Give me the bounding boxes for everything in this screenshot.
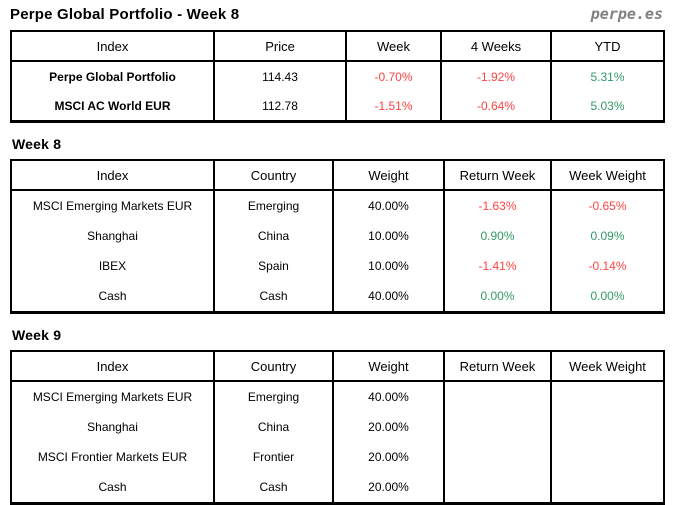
cell-return-week <box>444 442 552 472</box>
cell-country: Spain <box>214 251 334 281</box>
cell-week-weight <box>551 472 664 504</box>
cell-week-weight <box>551 381 664 412</box>
cell-week: -1.51% <box>346 91 442 122</box>
column-header-return-week: Return Week <box>444 160 552 191</box>
column-header-ytd: YTD <box>551 31 664 62</box>
week8-heading: Week 8 <box>12 136 62 152</box>
table-row: Shanghai China 20.00% <box>11 412 664 442</box>
column-header-country: Country <box>214 160 334 191</box>
table-row: MSCI Emerging Markets EUR Emerging 40.00… <box>11 381 664 412</box>
cell-price: 112.78 <box>214 91 347 122</box>
cell-week-weight: 0.00% <box>590 289 625 303</box>
column-header-week-weight: Week Weight <box>551 160 664 191</box>
cell-weight: 10.00% <box>333 221 445 251</box>
cell-week-weight <box>551 442 664 472</box>
table-row: MSCI Emerging Markets EUR Emerging 40.00… <box>11 190 664 221</box>
table-row: MSCI Frontier Markets EUR Frontier 20.00… <box>11 442 664 472</box>
week9-table: Index Country Weight Return Week Week We… <box>10 350 665 505</box>
table-row: Cash Cash 40.00% 0.00% 0.00% <box>11 281 664 313</box>
cell-country: Cash <box>214 281 334 313</box>
cell-price: 114.43 <box>214 61 347 91</box>
column-header-index: Index <box>11 31 215 62</box>
cell-weight: 10.00% <box>333 251 445 281</box>
cell-index: Shanghai <box>11 221 215 251</box>
cell-weight: 40.00% <box>333 190 445 221</box>
cell-index: MSCI Frontier Markets EUR <box>11 442 215 472</box>
week9-header-row: Index Country Weight Return Week Week We… <box>11 351 664 382</box>
cell-week-weight: -0.14% <box>588 259 627 273</box>
cell-weight: 20.00% <box>333 412 445 442</box>
week8-table: Index Country Weight Return Week Week We… <box>10 159 665 314</box>
cell-return-week <box>444 472 552 504</box>
cell-4weeks: -1.92% <box>441 61 552 91</box>
cell-index: Perpe Global Portfolio <box>11 61 215 91</box>
column-header-index: Index <box>11 160 215 191</box>
cell-return-week: 0.00% <box>444 281 552 313</box>
table-row: MSCI AC World EUR 112.78 -1.51% -0.64% 5… <box>11 91 664 122</box>
column-header-weight: Weight <box>333 351 445 382</box>
summary-header-row: Index Price Week 4 Weeks YTD <box>11 31 664 62</box>
cell-ytd: 5.03% <box>590 98 625 113</box>
cell-weight: 40.00% <box>333 381 445 412</box>
cell-return-week <box>444 412 552 442</box>
cell-return-week: 0.90% <box>444 221 552 251</box>
cell-index: Cash <box>11 281 215 313</box>
week8-header-row: Index Country Weight Return Week Week We… <box>11 160 664 191</box>
cell-country: Cash <box>214 472 334 504</box>
cell-week-weight: -0.65% <box>588 199 627 213</box>
page-title: Perpe Global Portfolio - Week 8 <box>10 6 240 23</box>
cell-index: Shanghai <box>11 412 215 442</box>
column-header-week: Week <box>346 31 442 62</box>
cell-week: -0.70% <box>346 61 442 91</box>
table-row: Cash Cash 20.00% <box>11 472 664 504</box>
column-header-price: Price <box>214 31 347 62</box>
cell-4weeks: -0.64% <box>441 91 552 122</box>
cell-index: IBEX <box>11 251 215 281</box>
cell-country: China <box>214 412 334 442</box>
table-row: Shanghai China 10.00% 0.90% 0.09% <box>11 221 664 251</box>
cell-return-week: -1.63% <box>444 190 552 221</box>
cell-return-week: -1.41% <box>444 251 552 281</box>
cell-return-week <box>444 381 552 412</box>
cell-week-weight: 0.09% <box>590 229 625 243</box>
cell-index: Cash <box>11 472 215 504</box>
column-header-4weeks: 4 Weeks <box>441 31 552 62</box>
summary-table: Index Price Week 4 Weeks YTD Perpe Globa… <box>10 30 665 123</box>
cell-country: Emerging <box>214 190 334 221</box>
cell-weight: 40.00% <box>333 281 445 313</box>
cell-weight: 20.00% <box>333 442 445 472</box>
perpe-logo: perpe.es <box>590 5 663 23</box>
cell-country: Emerging <box>214 381 334 412</box>
cell-index: MSCI Emerging Markets EUR <box>11 381 215 412</box>
column-header-country: Country <box>214 351 334 382</box>
column-header-week-weight: Week Weight <box>551 351 664 382</box>
table-row: Perpe Global Portfolio 114.43 -0.70% -1.… <box>11 61 664 91</box>
cell-ytd: 5.31% <box>590 69 625 84</box>
week9-heading: Week 9 <box>12 327 62 343</box>
column-header-return-week: Return Week <box>444 351 552 382</box>
column-header-index: Index <box>11 351 215 382</box>
cell-week-weight <box>551 412 664 442</box>
table-row: IBEX Spain 10.00% -1.41% -0.14% <box>11 251 664 281</box>
cell-country: China <box>214 221 334 251</box>
masthead: Perpe Global Portfolio - Week 8 perpe.es <box>10 5 663 28</box>
cell-weight: 20.00% <box>333 472 445 504</box>
cell-index: MSCI Emerging Markets EUR <box>11 190 215 221</box>
cell-index: MSCI AC World EUR <box>11 91 215 122</box>
cell-country: Frontier <box>214 442 334 472</box>
column-header-weight: Weight <box>333 160 445 191</box>
